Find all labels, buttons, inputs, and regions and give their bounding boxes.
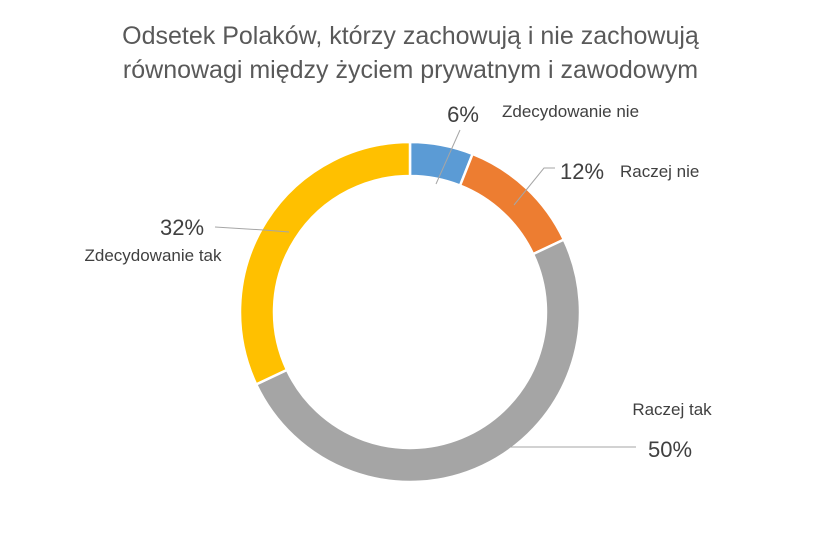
chart-title-line-2: równowagi między życiem prywatnym i zawo… — [122, 56, 699, 84]
data-label-zdecydowanie-nie-name: Zdecydowanie nie — [502, 102, 639, 121]
data-label-zdecydowanie-tak-name: Zdecydowanie tak — [84, 246, 222, 265]
leader-line-zdecydowanie-nie — [435, 129, 461, 185]
slice-zdecydowanie-tak — [238, 140, 412, 387]
chart-title-line-1: Odsetek Polaków, którzy zachowują i nie … — [122, 22, 699, 50]
leader-line-raczej-nie — [513, 167, 555, 206]
data-label-raczej-nie-value: 12% — [560, 159, 604, 184]
data-label-zdecydowanie-tak-value: 32% — [160, 215, 204, 240]
data-label-zdecydowanie-nie-value: 6% — [447, 102, 479, 127]
slice-raczej-nie — [458, 152, 566, 256]
slice-raczej-tak — [254, 237, 582, 484]
data-label-raczej-tak-name: Raczej tak — [632, 400, 712, 419]
data-label-raczej-nie-name: Raczej nie — [620, 162, 699, 181]
doughnut-slices — [238, 140, 582, 484]
data-label-raczej-tak-value: 50% — [648, 437, 692, 462]
leader-line-zdecydowanie-tak — [214, 226, 290, 233]
